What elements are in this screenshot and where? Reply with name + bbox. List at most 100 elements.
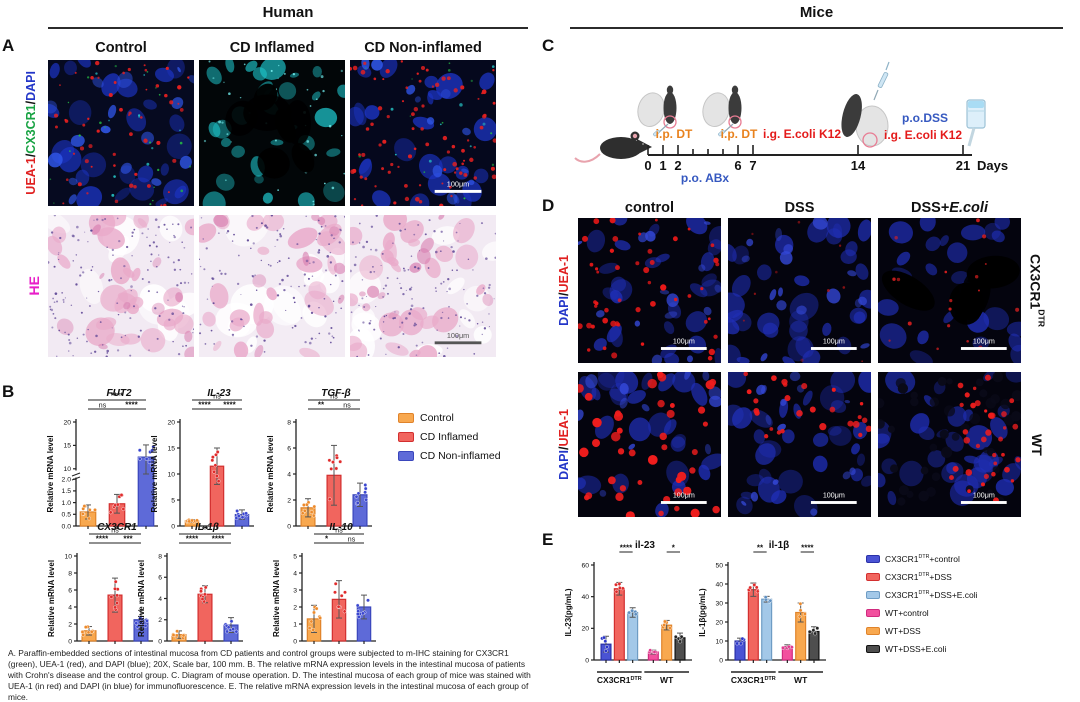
scale-bar <box>810 347 857 350</box>
svg-text:0: 0 <box>287 523 291 530</box>
mice-section-rule <box>570 27 1063 29</box>
stain-layer <box>213 215 345 357</box>
uea1-label: UEA-1 <box>557 255 571 293</box>
svg-text:1.5: 1.5 <box>62 488 72 495</box>
scale-bar <box>810 501 857 504</box>
stain-layer <box>49 64 192 206</box>
svg-text:7: 7 <box>749 158 756 173</box>
micrograph-a_he_3: 100μm <box>350 215 496 357</box>
svg-text:0: 0 <box>158 638 162 645</box>
stain-layer <box>350 215 496 357</box>
panel-e-label: E <box>542 530 554 549</box>
chart-slot-fut2: 0.0 0.5 1.0 1.5 2.0 10 15 20 Relative mRNA level… <box>42 386 166 538</box>
stain-layer <box>578 372 721 497</box>
stain-layer <box>578 372 720 517</box>
he-image-cd-noninflamed: 100μm <box>350 215 496 357</box>
stain-layer <box>350 60 496 206</box>
significance-annotations: ns ** ns <box>308 394 360 410</box>
col-header-d-dss-ecoli: DSS+E.coli <box>878 200 1021 216</box>
data-points <box>307 581 370 632</box>
svg-text:0: 0 <box>719 657 723 664</box>
legend-swatch <box>866 626 880 636</box>
svg-text:*: * <box>325 535 329 544</box>
stain-layer <box>728 218 871 363</box>
stain-layer <box>48 66 194 205</box>
micrograph-d_r1_1: 100μm <box>578 218 721 363</box>
legend-item: CX3CR1DTR+DSS+E.coli <box>866 590 978 600</box>
svg-text:8: 8 <box>158 553 162 560</box>
svg-text:Relative mRNA level: Relative mRNA level <box>47 560 56 637</box>
legend-item: CX3CR1DTR+DSS <box>866 572 978 582</box>
mouse-experiment-timeline: 0 1 2 6 7 14 21 Days i.p. DT i.p. DT i.g… <box>574 61 1008 185</box>
svg-text:2: 2 <box>287 497 291 504</box>
scale-bar-label: 100μm <box>673 490 695 499</box>
stain-layer <box>199 215 345 357</box>
svg-text:***: *** <box>123 535 133 544</box>
human-section-title: Human <box>262 4 314 21</box>
data-points <box>735 583 820 651</box>
svg-text:10: 10 <box>167 471 175 478</box>
data-points <box>80 444 156 521</box>
row-label-wt: WT <box>1026 372 1048 517</box>
svg-text:ns: ns <box>348 537 356 544</box>
legend-swatch <box>866 554 880 564</box>
figure-caption: A. Paraffin-embedded sections of intesti… <box>8 648 531 702</box>
stain-layer <box>878 372 1021 506</box>
micrograph-a_if_1 <box>48 60 194 206</box>
svg-text:4: 4 <box>68 604 72 611</box>
group-labels: CX3CR1DTR WT <box>597 671 689 685</box>
stain-layer <box>225 83 315 179</box>
micrograph-d_r2_2: 100μm <box>728 372 871 517</box>
svg-text:****: **** <box>801 544 814 553</box>
slash: / <box>557 446 571 451</box>
stain-layer <box>881 255 1020 325</box>
stain-layer <box>48 215 194 357</box>
panel-b-label: B <box>2 382 15 401</box>
micrograph-a_if_3: 100μm <box>350 60 496 206</box>
ecoli-italic-text: E.coli <box>949 200 988 216</box>
svg-text:40: 40 <box>715 581 723 588</box>
dapi-label: DAPI <box>24 71 38 102</box>
svg-text:****: **** <box>212 535 225 544</box>
stain-layer <box>350 215 486 357</box>
chart-slot-e-il23: 0 20 40 60 IL-23(pg/mL) il-23 **** * CX3CR1DTR WT <box>560 538 700 690</box>
legend-item: WT+DSS <box>866 626 978 636</box>
chart-slot-e-il1b: 0 10 20 30 40 50 IL-1β(pg/mL) il-1β ** **** CX3CR1… <box>694 538 834 690</box>
significance-annotations: **** ns **** <box>88 392 146 410</box>
legend-swatch <box>398 413 414 423</box>
row-label-cx3cr1dtr: CX3CR1DTR <box>1026 218 1048 363</box>
legend-item: CX3CR1DTR+control <box>866 554 978 564</box>
col-header-cd-noninflamed: CD Non-inflamed <box>364 40 482 56</box>
svg-text:6: 6 <box>734 158 741 173</box>
chart-title: FUT2 <box>107 388 132 399</box>
group-labels: CX3CR1DTR WT <box>731 671 823 685</box>
micrograph-d_r2_1: 100μm <box>578 372 721 517</box>
human-section-rule <box>48 27 528 29</box>
legend-item: CD Inflamed <box>398 431 501 443</box>
legend-swatch <box>866 608 880 618</box>
panel-b-legend: Control CD Inflamed CD Non-inflamed <box>398 412 501 469</box>
micrograph-d_r1_2: 100μm <box>728 218 871 363</box>
svg-text:IL-23(pg/mL): IL-23(pg/mL) <box>564 588 573 636</box>
mouse-if-wt-control: 100μm <box>578 372 721 517</box>
timeline-ticks <box>647 145 964 155</box>
stain-layer <box>350 60 496 206</box>
legend-swatch <box>398 432 414 442</box>
slash: / <box>24 101 38 105</box>
scale-bar-label: 100μm <box>673 336 695 345</box>
ip-dt-label-1: i.p. DT <box>656 127 693 141</box>
svg-text:0: 0 <box>644 158 651 173</box>
dapi-label: DAPI <box>557 296 571 326</box>
svg-text:50: 50 <box>715 562 723 569</box>
bars <box>79 444 155 529</box>
svg-text:WT: WT <box>794 675 808 685</box>
chart-title: IL-10 <box>329 522 353 533</box>
svg-text:****: **** <box>198 401 211 410</box>
scale-bar <box>660 501 707 504</box>
svg-text:****: **** <box>223 401 236 410</box>
svg-text:0.0: 0.0 <box>62 523 72 530</box>
svg-text:15: 15 <box>167 445 175 452</box>
significance-annotations: **** * <box>619 544 680 553</box>
svg-text:Relative mRNA level: Relative mRNA level <box>137 560 146 637</box>
